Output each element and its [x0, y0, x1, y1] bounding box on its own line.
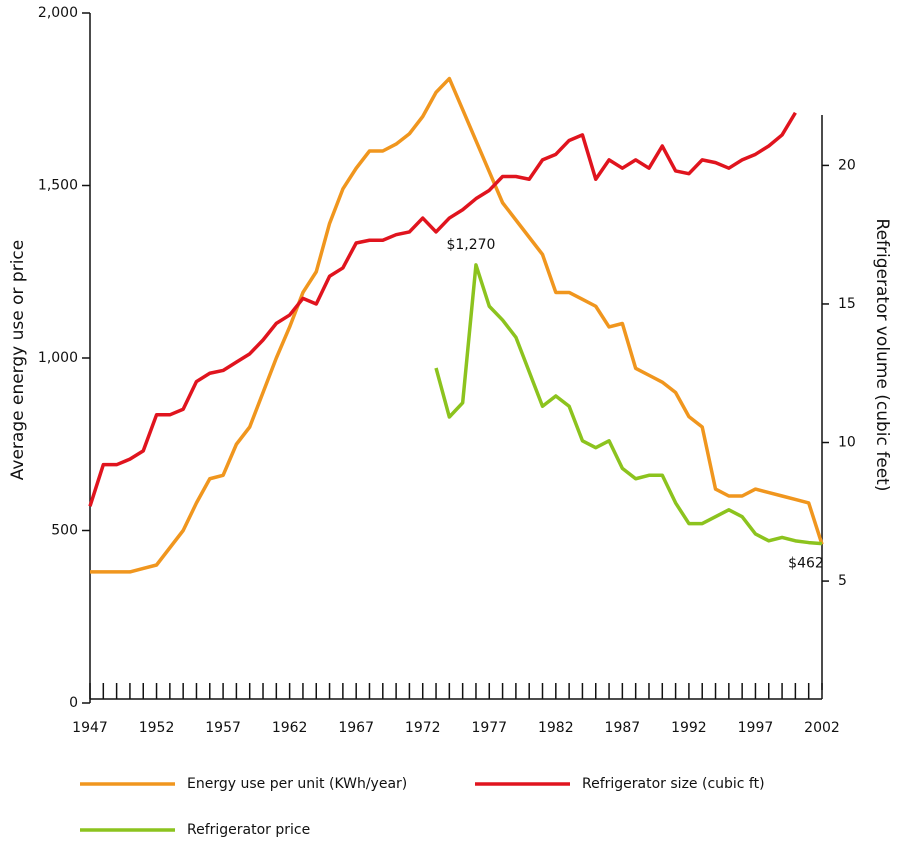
series-line	[90, 76, 824, 574]
y2-tick-label: 15	[838, 296, 856, 312]
x-tick-label: 1962	[272, 720, 308, 736]
y-tick-label: 1,000	[38, 350, 78, 366]
x-tick-label: 1997	[738, 720, 774, 736]
x-tick-label: 1977	[471, 720, 507, 736]
x-tick-label: 1952	[139, 720, 175, 736]
annotation: $1,270	[446, 237, 495, 253]
x-tick-label: 1982	[538, 720, 574, 736]
y-tick-label: 500	[51, 523, 78, 539]
y-tick-label: 2,000	[38, 5, 78, 21]
legend-label: Refrigerator price	[187, 822, 310, 838]
annotation: $462	[788, 556, 824, 572]
y-tick-label: 1,500	[38, 178, 78, 194]
x-tick-label: 1947	[72, 720, 108, 736]
legend-label: Energy use per unit (KWh/year)	[187, 776, 407, 792]
y-axis-label: Average energy use or price	[8, 240, 28, 480]
x-tick-label: 1987	[605, 720, 641, 736]
legend-label: Refrigerator size (cubic ft)	[582, 776, 765, 792]
x-tick-label: 1972	[405, 720, 441, 736]
y2-tick-label: 10	[838, 435, 856, 451]
x-tick-label: 1992	[671, 720, 707, 736]
y2-tick-label: 20	[838, 157, 856, 173]
series-line	[88, 111, 797, 507]
x-tick-label: 1967	[338, 720, 374, 736]
y-tick-label: 0	[69, 695, 78, 711]
x-tick-label: 2002	[804, 720, 840, 736]
x-tick-label: 1957	[205, 720, 241, 736]
series-line	[434, 263, 823, 546]
y2-axis-label: Refrigerator volume (cubic feet)	[872, 219, 892, 492]
y2-tick-label: 5	[838, 573, 847, 589]
